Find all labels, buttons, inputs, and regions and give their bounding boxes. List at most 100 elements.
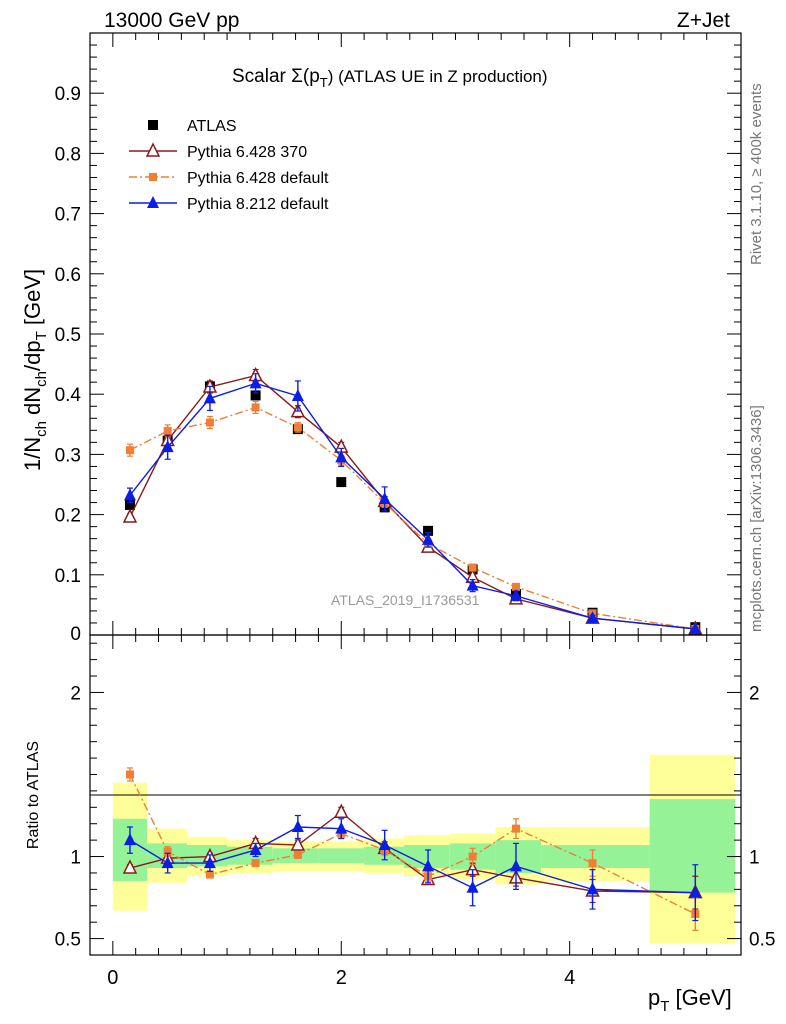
main-series-point [335,450,348,463]
ratio-series-point [249,842,262,855]
ratio-series-point [588,859,597,868]
main-series-point [123,488,136,501]
atlas-data-point [124,499,135,510]
svg-text:1/Nch dNch/dpT [GeV]: 1/Nch dNch/dpT [GeV] [20,269,50,471]
ratio-series-point [378,838,391,851]
main-series-point [291,389,304,402]
ratio-series-point [422,859,435,872]
ratio-series-point [290,836,306,851]
ratio-series-point [689,885,702,898]
y-tick-label: 0.7 [55,205,81,226]
legend-marker-2 [147,196,159,208]
ratio-series-point [123,833,136,846]
ratio-series-point [510,859,523,872]
x-axis-label: pT [GeV] [648,985,732,1015]
main-series-point [468,563,477,572]
main-series-point [510,588,523,601]
y-tick-label: 0.1 [55,566,81,587]
ratio-series-line-0 [129,811,696,894]
main-panel: 0.1 0.2 0.3 0.4 0.5 0.6 0.7 0.8 0.9 0 Scalar Σ(pT… [55,32,742,955]
ratio-series-line-2 [129,826,696,894]
legend-marker-1 [149,173,157,181]
ratio-panel: 0 2 4 0.5 0.5 1 1 2 2 [55,634,775,989]
legend-label-0: Pythia 6.428 370 [187,144,307,161]
ratio-series-point [205,870,214,879]
legend-label-2: Pythia 8.212 default [187,196,329,213]
atlas-data-point [336,477,347,488]
ratio-tick-label: 2 [70,683,81,704]
main-series-line-2 [129,382,696,630]
atlas-data-point [423,525,434,536]
ratio-series-point [122,859,138,874]
process-label: Z+Jet [677,9,730,32]
x-tick-label: 0 [107,967,118,989]
plot-title: Scalar Σ(pT) (ATLAS UE in Z production) [232,66,548,90]
ratio-tick-label-right: 2 [749,683,760,704]
main-series-point [251,403,260,412]
main-series-point [466,578,479,591]
ratio-series-line-1 [129,774,696,915]
legend: ATLAS Pythia 6.428 370 Pythia 6.428 defaul… [129,118,329,213]
ratio-band-inner [649,799,736,893]
y-axis-label-ratio: Ratio to ATLAS [25,741,42,849]
y-axis-label-main: 1/Nch dNch/dpT [GeV] [20,269,50,471]
ratio-series-point [203,856,216,869]
ratio-series-point [334,803,349,818]
y-tick-label: 0 [70,624,81,645]
ratio-tick-label: 1 [70,848,81,869]
main-series-point [249,376,262,389]
legend-label-1: Pythia 6.428 default [187,170,329,187]
y-tick-label: 0.9 [55,84,81,105]
ratio-series-point [291,820,304,832]
y-tick-label: 0.4 [55,385,82,406]
mcplots-label: mcplots.cern.ch [arXiv:1306.3436] [748,405,765,632]
legend-marker-0 [145,142,161,157]
energy-label: 13000 GeV pp [104,9,239,32]
y-tick-label: 0.5 [55,325,81,346]
ratio-frame [89,634,742,956]
ratio-series-point [468,852,477,861]
x-tick-label: 2 [336,967,347,989]
ratio-series-point [512,824,521,833]
ratio-tick-label: 0.5 [55,930,81,951]
ratio-tick-label-right: 1 [749,848,760,869]
ratio-series-point [163,847,172,856]
ratio-band-inner [227,846,273,865]
ratio-series-point [161,856,174,869]
ratio-series-point [251,859,260,868]
ratio-band-inner [541,845,650,869]
ratio-series-point [125,770,134,779]
main-series-line-1 [129,406,696,630]
y-tick-label: 0.3 [55,445,81,466]
main-series-point [203,391,216,404]
ratio-series-point [335,821,348,834]
ratio-band-inner [318,848,365,864]
ratio-series-point [293,850,302,859]
main-series-point [378,491,391,504]
main-series-point [586,611,599,624]
main-series-point [163,426,172,435]
main-series-point [161,440,174,453]
ratio-tick-label-right: 0.5 [749,930,775,951]
atlas-data-point [250,390,261,401]
rivet-label: Rivet 3.1.10, ≥ 400k events [748,83,765,265]
y-tick-label: 0.8 [55,144,81,165]
legend-label-atlas: ATLAS [187,118,237,135]
x-tick-label: 4 [564,967,575,989]
y-tick-label: 0.2 [55,506,81,527]
main-series-point [512,582,521,591]
main-series-point [689,621,702,634]
ratio-series-point [586,882,599,895]
ratio-series-point [466,880,479,893]
main-series-line-0 [129,374,696,630]
watermark: ATLAS_2019_I1736531 [331,592,480,608]
legend-marker-atlas [148,120,158,130]
main-series-point [125,446,134,455]
main-series-point [422,532,435,545]
main-series-point [122,508,138,523]
y-tick-label: 0.6 [55,265,81,286]
main-series-point [293,423,302,432]
main-series-point [205,418,214,427]
ratio-band-inner [404,845,450,869]
